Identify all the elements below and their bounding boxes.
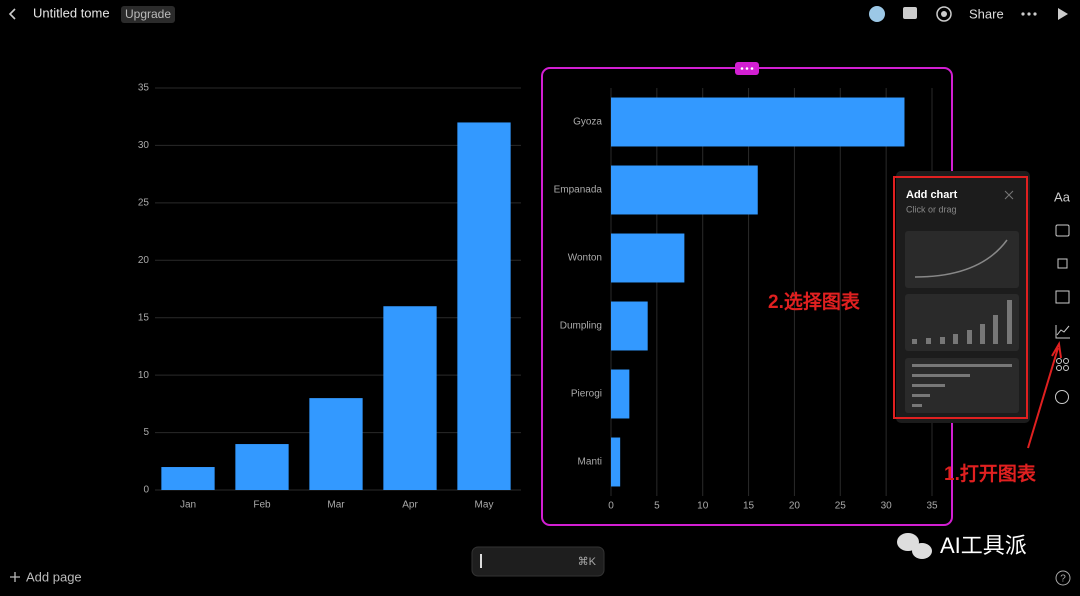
y-tick-label: 35 (138, 83, 150, 94)
bar (161, 467, 215, 490)
bar-thumb (912, 300, 1012, 344)
y-tick-label: Pierogi (571, 389, 602, 400)
line-chart-option[interactable] (905, 231, 1019, 288)
x-tick-label: 15 (743, 501, 755, 512)
share-button[interactable]: Share (969, 6, 1004, 21)
y-tick-label: Gyoza (573, 117, 602, 128)
bar (309, 398, 363, 490)
y-tick-label: 15 (138, 312, 150, 323)
annotation-arrow (1027, 341, 1062, 449)
shape-tool[interactable] (1057, 258, 1068, 269)
hbar-thumb (912, 364, 1012, 407)
wechat-icon (897, 533, 932, 559)
watermark: AI工具派 (940, 533, 1027, 558)
bar-chart-option[interactable] (905, 294, 1019, 351)
y-tick-label: 0 (143, 485, 149, 496)
doc-title[interactable]: Untitled tome (33, 5, 110, 20)
y-tick-label: 5 (143, 427, 149, 438)
back-button[interactable] (8, 8, 16, 20)
x-tick-label: 10 (697, 501, 709, 512)
x-tick-label: 35 (926, 501, 938, 512)
panel-title: Add chart (906, 189, 958, 201)
chart-tool[interactable] (1055, 325, 1070, 339)
comment-icon[interactable] (903, 7, 917, 19)
bar (611, 233, 685, 283)
y-tick-label: 10 (138, 370, 150, 381)
y-tick-label: Dumpling (560, 321, 602, 332)
help-icon[interactable] (1055, 570, 1071, 586)
y-tick-label: Empanada (554, 185, 603, 196)
bar (611, 301, 648, 351)
more-button[interactable] (1021, 12, 1037, 16)
x-tick-label: Mar (327, 500, 345, 511)
bar (611, 369, 630, 419)
bar (235, 444, 289, 490)
help-text[interactable]: ? (1060, 574, 1066, 585)
panel-close[interactable] (1004, 190, 1014, 200)
y-tick-label: 20 (138, 255, 150, 266)
text-tool[interactable]: Aa (1054, 189, 1071, 204)
x-tick-label: 5 (654, 501, 660, 512)
avatar[interactable] (869, 6, 885, 22)
bar (383, 306, 437, 490)
bar (611, 97, 905, 147)
bar (457, 122, 511, 490)
y-tick-label: Wonton (568, 253, 602, 264)
y-tick-label: Manti (578, 457, 602, 468)
add-icon[interactable] (10, 572, 20, 582)
add-page[interactable]: Add page (26, 569, 82, 584)
record-dot (941, 11, 947, 17)
handle-dots (740, 67, 754, 70)
table-tool[interactable] (1055, 290, 1070, 304)
hbar-chart-option[interactable] (905, 358, 1019, 413)
badge-bg[interactable] (121, 6, 175, 23)
x-tick-label: 20 (789, 501, 801, 512)
cursor (480, 554, 482, 568)
image-tool[interactable] (1055, 224, 1070, 237)
x-tick-label: May (475, 500, 494, 511)
x-tick-label: Apr (402, 500, 418, 511)
line-thumb (914, 239, 1008, 278)
y-tick-label: 30 (138, 140, 150, 151)
x-tick-label: 25 (835, 501, 847, 512)
highlight-box (893, 176, 1028, 419)
record-icon[interactable] (936, 6, 952, 22)
annotation: 1.打开图表 (944, 462, 1037, 485)
command-box[interactable] (471, 546, 605, 577)
play-button[interactable] (1058, 8, 1068, 20)
x-tick-label: 30 (881, 501, 893, 512)
theme-tool[interactable] (1055, 390, 1069, 404)
upgrade-badge[interactable]: Upgrade (125, 7, 171, 21)
bar (611, 165, 758, 215)
x-tick-label: Jan (180, 500, 196, 511)
apps-tool[interactable] (1056, 358, 1069, 371)
annotation: 2.选择图表 (768, 290, 861, 313)
panel-subtitle: Click or drag (906, 204, 957, 214)
shortcut: ⌘K (578, 556, 597, 568)
x-tick-label: Feb (253, 500, 271, 511)
x-tick-label: 0 (608, 501, 614, 512)
bar (611, 437, 621, 487)
y-tick-label: 25 (138, 197, 150, 208)
